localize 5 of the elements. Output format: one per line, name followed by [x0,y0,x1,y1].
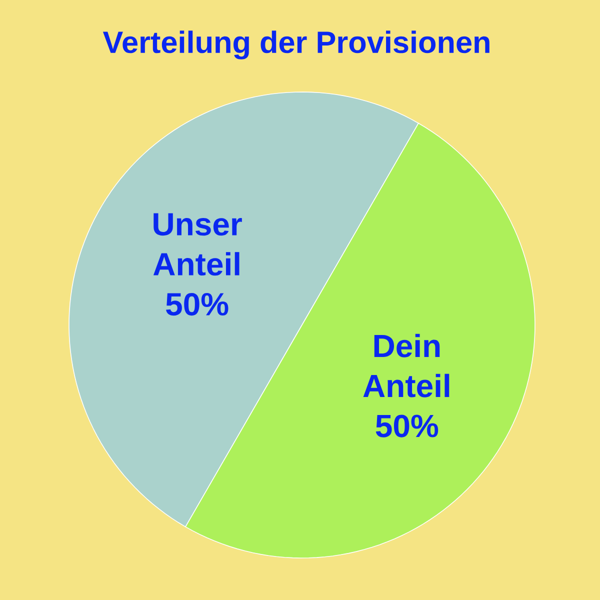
slice-label: Dein Anteil [363,334,450,398]
data-label: 50% [166,292,228,316]
chart-title: Verteilung der Provisionen [102,30,490,60]
slice-label: Unser Anteil [153,213,242,276]
data-label: 50% [376,414,438,438]
